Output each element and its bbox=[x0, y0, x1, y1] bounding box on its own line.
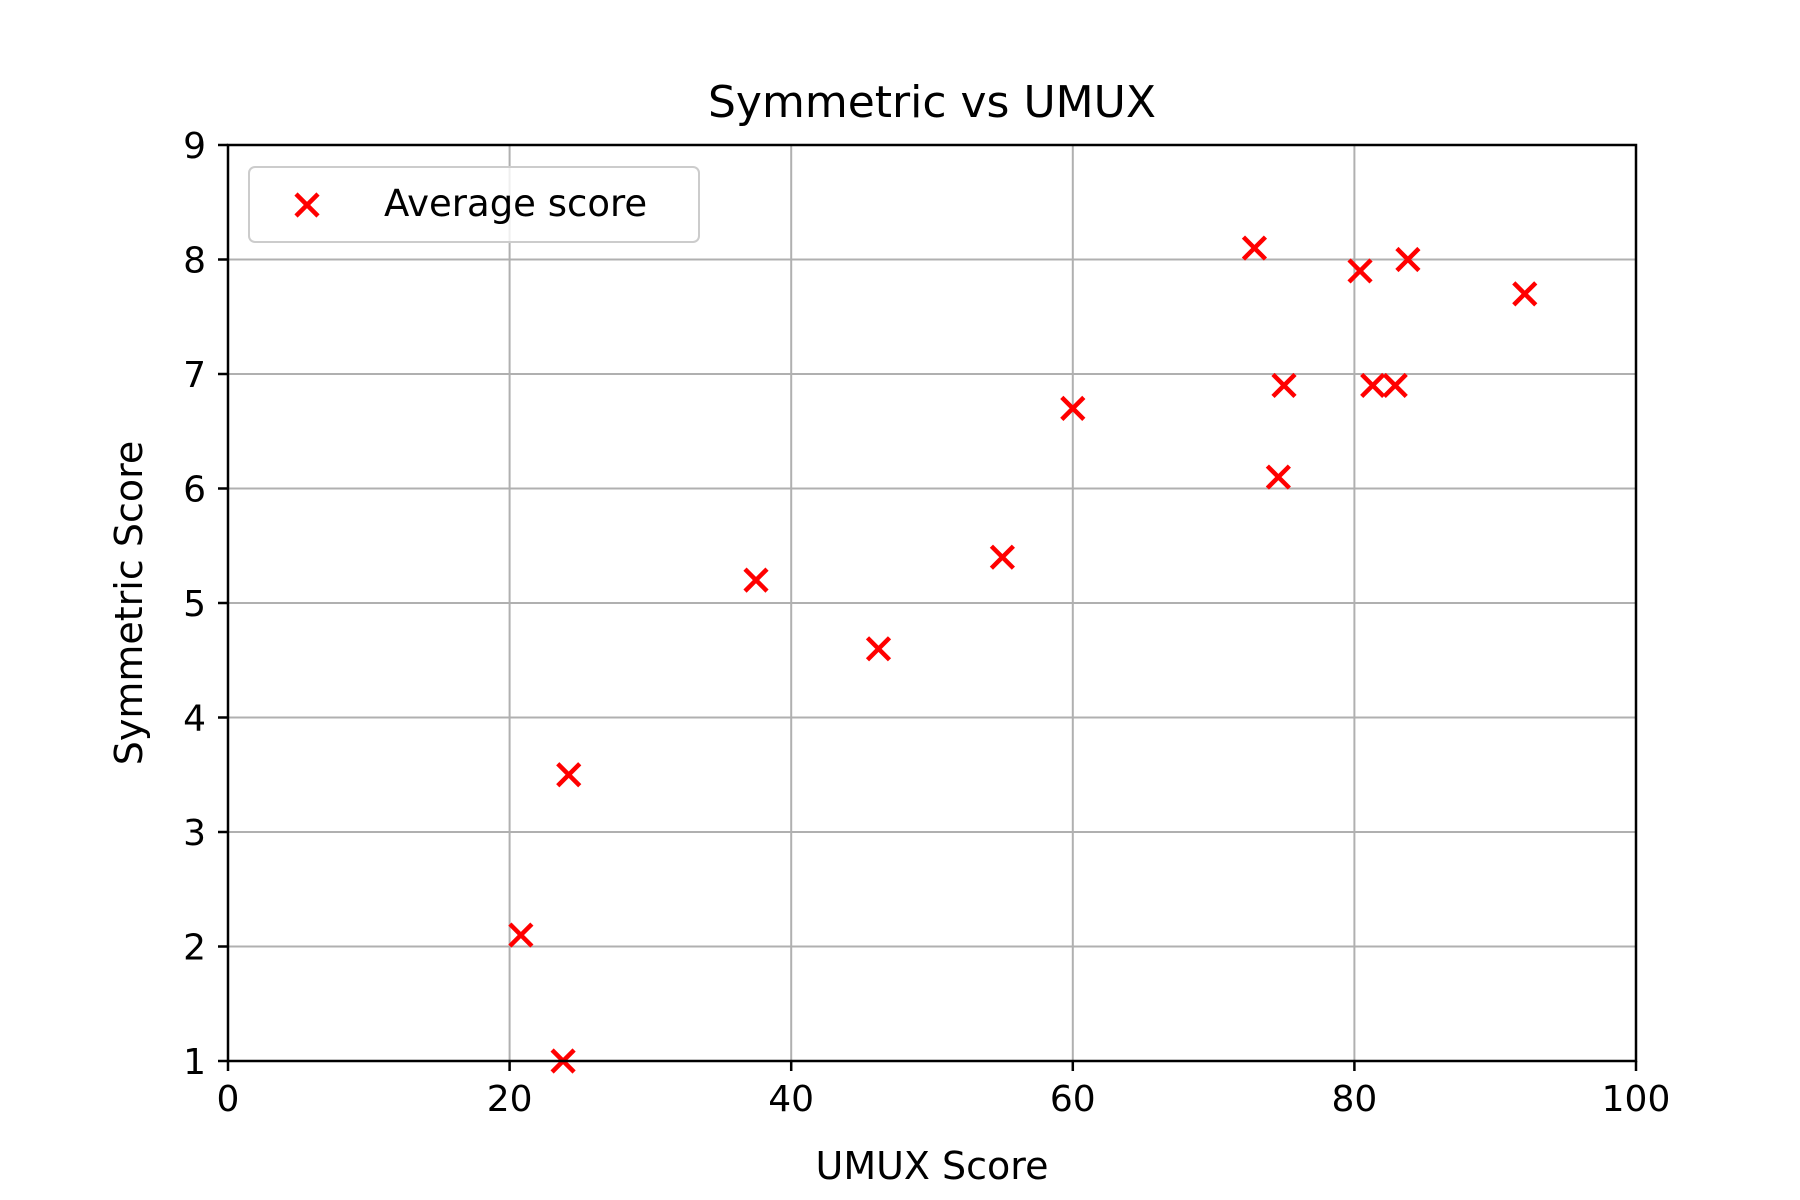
y-tick-label: 7 bbox=[183, 355, 206, 396]
x-tick-label: 20 bbox=[487, 1079, 533, 1120]
data-point bbox=[1360, 372, 1386, 399]
data-point bbox=[743, 567, 769, 593]
data-point bbox=[865, 636, 892, 662]
marker-stroke bbox=[1265, 464, 1291, 490]
legend-marker-x bbox=[294, 192, 320, 218]
data-point bbox=[1395, 246, 1421, 273]
data-point bbox=[1241, 235, 1268, 261]
legend-box bbox=[248, 166, 700, 243]
x-axis-title: UMUX Score bbox=[816, 1144, 1049, 1188]
data-points bbox=[508, 235, 1538, 1074]
y-tick-label: 9 bbox=[183, 126, 206, 167]
data-point bbox=[1271, 372, 1297, 399]
marker-stroke bbox=[1360, 372, 1386, 399]
x-tick-label: 100 bbox=[1602, 1079, 1671, 1120]
marker-stroke bbox=[508, 922, 534, 948]
data-point bbox=[556, 762, 582, 788]
data-point bbox=[1265, 464, 1291, 490]
chart-title: Symmetric vs UMUX bbox=[708, 77, 1156, 128]
marker-stroke bbox=[1271, 372, 1297, 399]
y-tick-label: 1 bbox=[183, 1042, 206, 1083]
x-tick-label: 0 bbox=[217, 1079, 240, 1120]
marker-stroke bbox=[556, 762, 582, 788]
marker-stroke bbox=[1241, 235, 1268, 261]
data-point bbox=[1060, 395, 1086, 421]
marker-stroke bbox=[743, 567, 769, 593]
y-tick-label: 6 bbox=[183, 470, 206, 511]
y-tick-label: 5 bbox=[183, 584, 206, 625]
legend-label: Average score bbox=[384, 182, 647, 225]
data-point bbox=[1382, 372, 1408, 399]
marker-stroke bbox=[1382, 372, 1408, 399]
data-point bbox=[1347, 258, 1373, 284]
x-tick-label: 80 bbox=[1331, 1079, 1377, 1120]
data-point bbox=[508, 922, 534, 948]
data-point bbox=[989, 544, 1015, 570]
marker-stroke bbox=[1060, 395, 1086, 421]
y-tick-label: 2 bbox=[183, 928, 206, 969]
marker-stroke bbox=[294, 192, 320, 218]
legend: Average score bbox=[248, 166, 700, 243]
y-tick-label: 8 bbox=[183, 241, 206, 282]
marker-stroke bbox=[1395, 246, 1421, 273]
x-tick-label: 40 bbox=[768, 1079, 814, 1120]
data-point bbox=[1512, 281, 1538, 307]
y-tick-label: 4 bbox=[183, 699, 206, 740]
x-tick-label: 60 bbox=[1050, 1079, 1096, 1120]
marker-stroke bbox=[1512, 281, 1538, 307]
y-tick-label: 3 bbox=[183, 813, 206, 854]
marker-stroke bbox=[865, 636, 892, 662]
legend-marker bbox=[294, 192, 320, 218]
marker-stroke bbox=[1347, 258, 1373, 284]
y-axis-title: Symmetric Score bbox=[107, 441, 151, 766]
axis-ticks: 0 20 40 60 80 100 1 2 3 4 5 6 7 8 9 bbox=[183, 126, 1670, 1120]
marker-stroke bbox=[989, 544, 1015, 570]
